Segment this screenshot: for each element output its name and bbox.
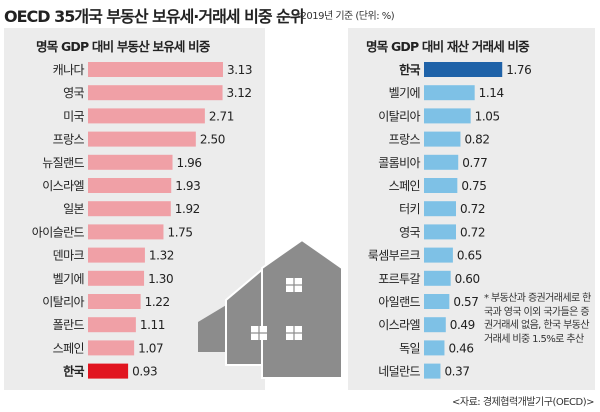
right-bar-11 <box>424 294 450 309</box>
left-category-label: 캐나다 <box>53 63 85 77</box>
right-value-label: 0.46 <box>448 341 473 355</box>
house-window-icon <box>251 326 267 340</box>
right-value-label: 0.75 <box>461 179 486 193</box>
left-category-label: 폴란드 <box>53 318 85 332</box>
left-value-label: 2.71 <box>209 109 234 123</box>
left-category-label: 일본 <box>63 202 84 216</box>
left-bar-11 <box>88 294 141 309</box>
left-value-label: 1.32 <box>149 249 174 263</box>
right-value-label: 0.72 <box>460 202 485 216</box>
right-category-label: 콜롬비아 <box>378 156 420 170</box>
left-category-label: 이스라엘 <box>42 179 84 193</box>
right-category-label: 포르투갈 <box>378 272 420 286</box>
left-value-label: 1.93 <box>175 179 200 193</box>
left-bar-7 <box>88 201 171 217</box>
left-category-label: 이탈리아 <box>42 295 84 309</box>
left-bar-5 <box>88 154 173 170</box>
house-window-icon <box>286 326 302 340</box>
left-category-label: 미국 <box>63 109 84 123</box>
left-value-label: 1.75 <box>167 225 192 239</box>
right-value-label: 1.05 <box>475 109 500 123</box>
left-category-label: 한국 <box>63 364 84 379</box>
right-value-label: 0.82 <box>464 133 489 147</box>
right-value-label: 0.72 <box>460 225 485 239</box>
left-value-label: 0.93 <box>132 365 157 379</box>
right-category-label: 룩셈부르크 <box>368 249 421 263</box>
left-category-label: 덴마크 <box>53 249 85 263</box>
left-category-label: 아이슬란드 <box>32 225 85 239</box>
right-value-label: 1.14 <box>479 86 504 100</box>
right-category-label: 한국 <box>399 62 420 77</box>
right-bar-7 <box>424 201 456 217</box>
right-category-label: 이탈리아 <box>378 109 420 123</box>
right-value-label: 0.37 <box>444 365 469 379</box>
right-category-label: 네덜란드 <box>378 365 420 379</box>
left-bar-series: 캐나다 3.13 영국 3.12 미국 2.71 프랑스 2.50 뉴질랜드 1.96 이스라엘 1.… <box>32 62 253 379</box>
right-category-label: 스페인 <box>389 179 420 193</box>
right-category-label: 영국 <box>399 225 420 239</box>
left-bar-13 <box>88 340 135 356</box>
right-bar-series: 한국 1.76 벨기에 1.14 이탈리아 1.05 프랑스 0.82 콜롬비아 0.77 스페인 0… <box>368 62 532 379</box>
house-tall-shape <box>261 238 343 379</box>
footnote: * 부동산과 증권거래세로 한국과 영국 이외 국가들은 증권거래세 없음, 한… <box>484 293 591 345</box>
right-value-label: 0.60 <box>455 272 480 286</box>
unit-note: *2019년 기준 (단위: %) <box>296 11 395 22</box>
right-bar-3 <box>424 108 471 124</box>
left-category-label: 스페인 <box>53 341 84 355</box>
right-bar-1 <box>424 62 503 77</box>
left-value-label: 2.50 <box>200 133 225 147</box>
left-category-label: 영국 <box>63 86 84 100</box>
left-category-label: 벨기에 <box>53 272 84 286</box>
right-value-label: 0.57 <box>453 295 478 309</box>
left-bar-8 <box>88 224 164 240</box>
left-value-label: 1.30 <box>148 272 173 286</box>
left-bar-6 <box>88 178 172 193</box>
left-value-label: 1.07 <box>138 341 163 355</box>
left-category-label: 프랑스 <box>53 133 85 147</box>
right-bar-13 <box>424 340 445 356</box>
right-category-label: 프랑스 <box>389 133 421 147</box>
right-category-label: 터키 <box>399 202 420 216</box>
left-bar-1 <box>88 62 223 77</box>
house-window-icon <box>286 278 302 292</box>
right-chart-title: 명목 GDP 대비 재산 거래세 비중 <box>366 39 530 54</box>
left-category-label: 뉴질랜드 <box>42 156 84 170</box>
left-bar-4 <box>88 131 196 147</box>
left-chart-title: 명목 GDP 대비 부동산 보유세 비중 <box>36 39 210 54</box>
right-bar-4 <box>424 131 461 147</box>
right-value-label: 0.65 <box>457 249 482 263</box>
left-value-label: 3.12 <box>227 86 252 100</box>
right-bar-6 <box>424 178 458 193</box>
house-illustration <box>198 238 343 379</box>
left-bar-12 <box>88 317 136 333</box>
left-bar-9 <box>88 247 145 263</box>
right-value-label: 0.49 <box>450 318 475 332</box>
right-bar-14 <box>424 363 441 379</box>
right-bar-5 <box>424 154 459 170</box>
left-value-label: 1.92 <box>175 202 200 216</box>
right-bar-12 <box>424 317 446 333</box>
left-value-label: 1.11 <box>140 318 165 332</box>
right-category-label: 독일 <box>399 341 420 355</box>
left-bar-10 <box>88 270 145 286</box>
source-credit: <자료: 경제협력개발기구(OECD)> <box>452 397 594 408</box>
right-bar-8 <box>424 224 456 240</box>
right-category-label: 아일랜드 <box>378 295 420 309</box>
left-value-label: 3.13 <box>227 63 252 77</box>
right-bar-2 <box>424 85 475 101</box>
left-value-label: 1.22 <box>145 295 170 309</box>
right-bar-9 <box>424 247 453 263</box>
page-title: OECD 35개국 부동산 보유세·거래세 비중 순위 <box>4 7 305 26</box>
right-category-label: 이스라엘 <box>378 318 420 332</box>
left-value-label: 1.96 <box>177 156 202 170</box>
right-bar-10 <box>424 270 451 286</box>
right-value-label: 1.76 <box>506 63 531 77</box>
right-category-label: 벨기에 <box>389 86 420 100</box>
left-bar-3 <box>88 108 205 124</box>
right-value-label: 0.77 <box>462 156 487 170</box>
left-bar-2 <box>88 85 223 101</box>
left-bar-14 <box>88 363 129 379</box>
